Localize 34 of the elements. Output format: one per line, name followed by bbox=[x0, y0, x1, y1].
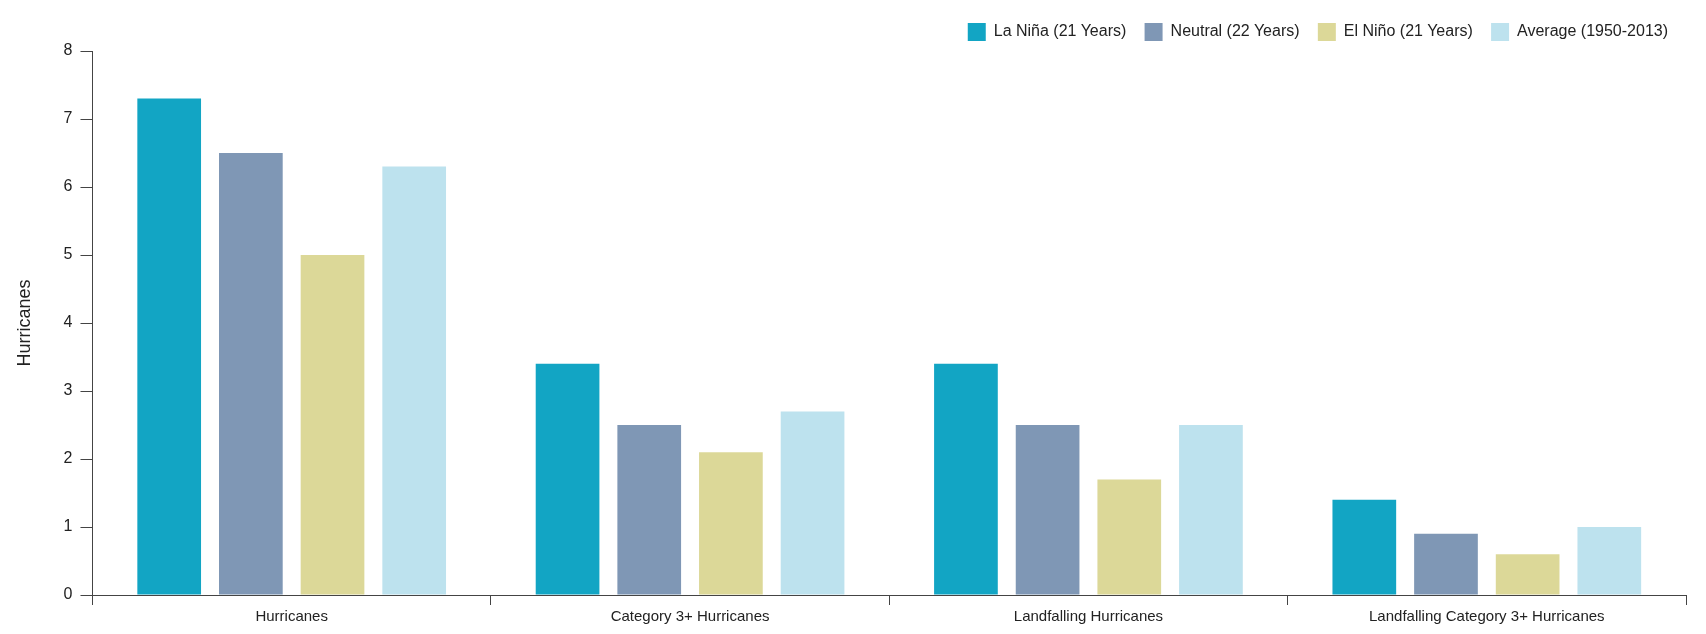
y-tick-label: 2 bbox=[63, 449, 73, 467]
bar bbox=[382, 166, 447, 595]
bar bbox=[1332, 499, 1397, 595]
y-tick-label: 4 bbox=[63, 313, 73, 331]
bar bbox=[219, 153, 283, 595]
bar bbox=[780, 411, 845, 595]
y-tick-label: 0 bbox=[63, 585, 73, 603]
x-tick-label: Landfalling Hurricanes bbox=[1013, 607, 1164, 625]
legend-label: Average (1950-2013) bbox=[1517, 22, 1668, 40]
bar bbox=[535, 363, 600, 595]
x-tick-label: Landfalling Category 3+ Hurricanes bbox=[1369, 607, 1605, 625]
bar bbox=[300, 255, 365, 595]
y-tick-label: 5 bbox=[63, 245, 73, 263]
legend-label: Neutral (22 Years) bbox=[1170, 22, 1300, 40]
x-tick-label: Category 3+ Hurricanes bbox=[610, 607, 770, 625]
bar bbox=[137, 98, 202, 595]
bar bbox=[934, 363, 998, 595]
y-tick-label: 6 bbox=[63, 177, 73, 195]
legend-label: El Niño (21 Years) bbox=[1343, 22, 1473, 40]
legend-label: La Niña (21 Years) bbox=[993, 22, 1127, 40]
bar bbox=[1495, 554, 1560, 595]
bar bbox=[699, 452, 763, 595]
y-tick-label: 7 bbox=[63, 109, 73, 127]
x-tick-label: Hurricanes bbox=[255, 607, 328, 625]
bar bbox=[1414, 533, 1478, 595]
y-tick-label: 8 bbox=[63, 41, 73, 59]
bar bbox=[1179, 425, 1243, 595]
bar bbox=[617, 425, 682, 595]
bar bbox=[1015, 425, 1080, 595]
y-axis-title: Hurricanes bbox=[13, 279, 34, 367]
bar bbox=[1097, 479, 1162, 595]
y-tick-label: 3 bbox=[63, 381, 73, 399]
bar bbox=[1577, 527, 1642, 595]
y-tick-label: 1 bbox=[63, 517, 73, 535]
